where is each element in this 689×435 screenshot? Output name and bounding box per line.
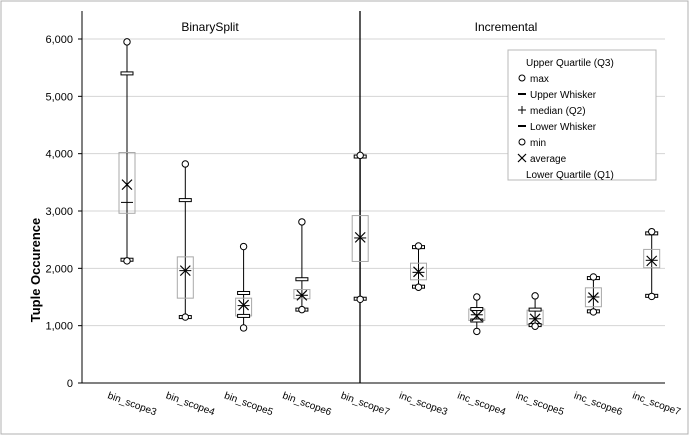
max-marker [239, 242, 248, 251]
y-axis-label: Tuple Occurence [28, 218, 43, 323]
box-bin_scope4 [176, 160, 194, 321]
quartile-box [176, 256, 194, 299]
average-marker [529, 313, 541, 325]
legend-label: min [530, 138, 546, 149]
max-marker [589, 273, 598, 281]
max-marker [181, 160, 190, 168]
average-marker [296, 289, 308, 301]
box-bin_scope6 [293, 218, 311, 314]
legend-label: median (Q2) [530, 106, 586, 117]
box-inc_scope3 [410, 242, 427, 291]
legend-circle-icon [518, 74, 526, 82]
y-tick-label: 4,000 [45, 149, 73, 161]
min-marker [181, 313, 190, 321]
average-marker [471, 310, 483, 322]
average-marker [646, 255, 658, 267]
max-marker [648, 227, 656, 236]
box-inc_scope5 [526, 292, 544, 330]
panel-layer: BinarySplit Incremental [81, 11, 665, 384]
whisker-cap [470, 307, 484, 312]
legend-label: Lower Quartile (Q1) [526, 170, 614, 181]
average-marker [587, 292, 599, 303]
legend-cross-icon [517, 153, 527, 163]
box-inc_scope4 [468, 293, 486, 336]
y-tick-label: 6,000 [45, 34, 73, 46]
min-marker [414, 283, 423, 291]
whisker-cap [178, 198, 192, 203]
legend-label: Upper Whisker [530, 90, 597, 101]
max-marker [123, 38, 131, 46]
legend-label: max [530, 74, 549, 85]
box-inc_scope7 [643, 227, 661, 301]
min-marker [298, 305, 306, 314]
whisker-cap [295, 277, 309, 282]
panel-title-binarysplit: BinarySplit [181, 20, 239, 34]
max-marker [356, 151, 364, 160]
min-marker [239, 324, 248, 332]
min-marker [531, 322, 539, 330]
legend-label: average [530, 154, 567, 165]
legend: Upper Quartile (Q3) max Upper Whisker media… [507, 49, 657, 181]
quartile-box [351, 215, 369, 262]
whisker-cap [528, 307, 542, 312]
max-marker [531, 292, 539, 300]
legend-box [507, 49, 657, 181]
average-marker [179, 265, 191, 277]
y-tick-label: 0 [67, 378, 73, 390]
min-marker [473, 327, 481, 336]
legend-label: Lower Whisker [530, 122, 597, 133]
quartile-box [643, 248, 661, 269]
quartile-box [118, 152, 136, 214]
y-tick-label: 2,000 [45, 263, 73, 275]
legend-circle-icon [518, 138, 526, 146]
average-marker [238, 299, 250, 311]
quartile-box [410, 262, 427, 281]
max-marker [414, 242, 423, 250]
y-tick-label: 1,000 [45, 321, 73, 333]
box-inc_scope6 [584, 273, 602, 316]
max-marker [298, 218, 306, 226]
average-marker [121, 179, 133, 191]
legend-label: Upper Quartile (Q3) [526, 58, 614, 69]
box-bin_scope5 [235, 242, 253, 332]
average-marker [354, 231, 366, 243]
whisker-cap [470, 318, 484, 323]
panel-title-incremental: Incremental [475, 20, 538, 34]
whisker-cap [237, 313, 251, 318]
min-marker [648, 292, 656, 301]
y-axis-ticks: 0 1,000 2,000 3,000 4,000 5,000 6,000 [45, 34, 82, 390]
quartile-box [293, 289, 311, 300]
quartile-box [584, 287, 602, 308]
min-marker [123, 257, 131, 265]
y-tick-label: 5,000 [45, 91, 73, 103]
min-marker [356, 295, 364, 303]
whisker-cap [237, 290, 251, 295]
y-tick-label: 3,000 [45, 206, 73, 218]
max-marker [473, 293, 481, 301]
min-marker [589, 308, 598, 316]
whisker-cap [120, 71, 134, 76]
box-bin_scope3 [118, 38, 136, 265]
average-marker [413, 266, 424, 278]
box-layer [118, 38, 661, 336]
box-bin_scope7 [351, 151, 369, 303]
